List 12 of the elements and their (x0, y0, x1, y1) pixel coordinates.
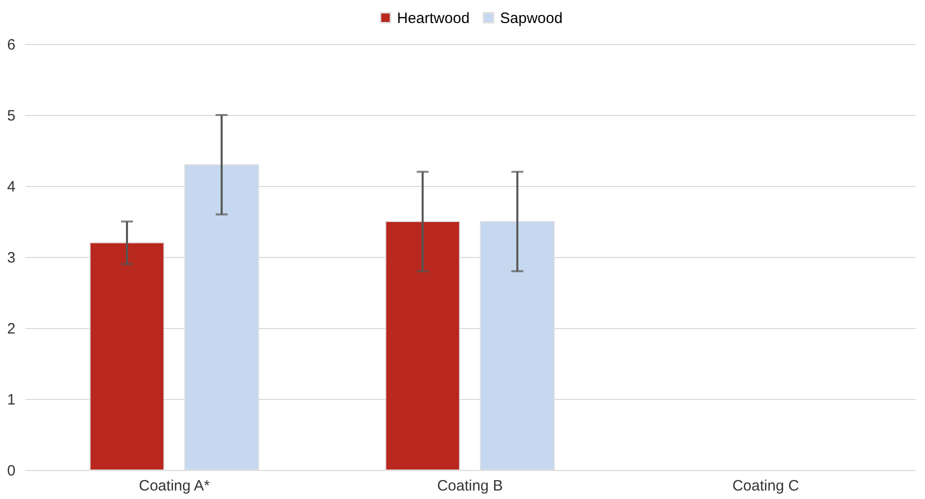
x-tick-label: Coating A* (138, 478, 210, 494)
y-tick-label: 1 (7, 392, 16, 408)
y-tick-label: 5 (7, 108, 16, 124)
y-tick-label: 0 (7, 462, 16, 480)
legend-label: Heartwood (397, 10, 470, 27)
x-tick-label: Coating B (437, 478, 503, 494)
x-tick-label: Coating C (732, 478, 800, 494)
y-tick-label: 6 (7, 36, 16, 54)
y-tick-label: 4 (7, 178, 16, 196)
y-tick-label: 3 (7, 250, 16, 266)
y-tick-label: 2 (7, 320, 16, 338)
legend-label: Sapwood (500, 10, 563, 27)
